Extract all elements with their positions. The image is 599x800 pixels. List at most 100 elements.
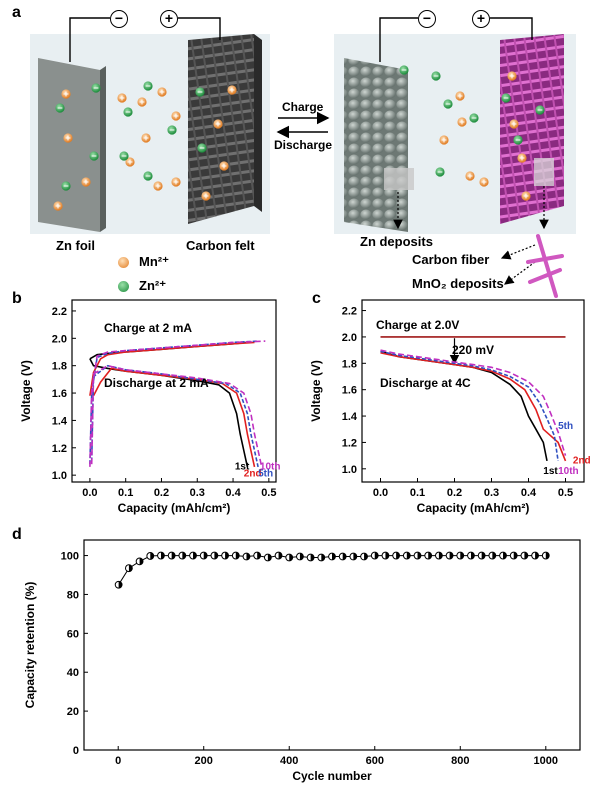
retention-point-fill — [513, 552, 518, 559]
x-tick-label: 200 — [195, 755, 213, 767]
retention-point-fill — [257, 552, 261, 559]
retention-point-fill — [503, 552, 507, 559]
y-tick-label: 100 — [61, 551, 79, 563]
x-tick-label: 0.1 — [118, 487, 133, 499]
retention-point-fill — [545, 552, 550, 559]
end-label-1st: 1st — [543, 466, 558, 477]
x-axis-label: Capacity (mAh/cm²) — [417, 501, 530, 515]
end-label-10th: 10th — [260, 462, 281, 473]
y-tick-label: 2.2 — [342, 306, 357, 318]
zn-deposits-label: Zn deposits — [360, 234, 433, 249]
left-minus-terminal: − — [110, 10, 128, 28]
series-5th — [380, 350, 559, 462]
x-tick-label: 0.0 — [82, 487, 97, 499]
mno2-deposits-label: MnO₂ deposits — [412, 276, 504, 291]
retention-point-fill — [214, 552, 218, 559]
y-tick-label: 1.8 — [52, 361, 67, 373]
right-plus-terminal: + — [472, 10, 490, 28]
y-tick-label: 80 — [67, 589, 79, 601]
y-tick-label: 2.0 — [342, 332, 357, 344]
x-tick-label: 1000 — [534, 755, 558, 767]
retention-point-fill — [342, 553, 347, 560]
retention-point-fill — [438, 552, 443, 559]
y-tick-label: 1.8 — [342, 358, 357, 370]
retention-point-fill — [396, 552, 400, 559]
plot-frame — [71, 299, 277, 483]
end-label-5th: 5th — [258, 469, 273, 480]
y-tick-label: 1.6 — [342, 385, 357, 397]
x-tick-label: 0.4 — [225, 487, 241, 499]
panel-b-letter: b — [12, 290, 22, 307]
retention-point-fill — [406, 552, 411, 559]
x-tick-label: 800 — [451, 755, 469, 767]
x-tick-label: 0.3 — [190, 487, 205, 499]
y-tick-label: 1.0 — [342, 464, 357, 476]
retention-point-fill — [332, 553, 336, 560]
series-10th — [380, 349, 567, 456]
discharge-label: Discharge — [274, 138, 333, 152]
retention-point-fill — [182, 552, 186, 559]
x-axis-label: Cycle number — [292, 769, 372, 783]
y-tick-label: 1.4 — [52, 415, 68, 427]
x-tick-label: 0.5 — [261, 487, 276, 499]
retention-point-fill — [353, 553, 357, 560]
y-tick-label: 1.2 — [52, 443, 67, 455]
plot-frame — [361, 299, 585, 483]
x-tick-label: 0.2 — [447, 487, 462, 499]
retention-point-fill — [235, 552, 240, 559]
retention-point-fill — [460, 552, 464, 559]
y-tick-label: 2.0 — [52, 333, 67, 345]
retention-point-fill — [481, 552, 486, 559]
x-tick-label: 0.1 — [410, 487, 425, 499]
left-plus-terminal: + — [160, 10, 178, 28]
y-axis-label: Voltage (V) — [309, 360, 323, 422]
retention-point-fill — [470, 552, 475, 559]
retention-point-fill — [364, 553, 368, 560]
retention-point-fill — [160, 552, 165, 559]
retention-point-fill — [417, 552, 421, 559]
retention-point-fill — [203, 552, 208, 559]
x-axis-label: Capacity (mAh/cm²) — [118, 501, 231, 515]
x-tick-label: 400 — [280, 755, 298, 767]
retention-point-fill — [374, 552, 379, 559]
retention-point-fill — [321, 554, 325, 561]
chart-c-annotation-mv: 220 mV — [452, 343, 495, 357]
x-tick-label: 0.4 — [521, 487, 537, 499]
y-tick-label: 0 — [73, 745, 79, 757]
plot-frame — [83, 539, 581, 751]
end-label-1st: 1st — [235, 462, 250, 473]
end-label-5th: 5th — [558, 421, 573, 432]
y-tick-label: 20 — [67, 706, 79, 718]
retention-point-fill — [246, 553, 250, 560]
retention-point-fill — [299, 553, 304, 560]
zn-ion-icon — [118, 280, 129, 292]
end-label-10th: 10th — [558, 466, 579, 477]
x-tick-label: 0.5 — [558, 487, 573, 499]
retention-point-fill — [171, 552, 176, 559]
end-label-2nd: 2nd — [244, 469, 262, 480]
y-axis-label: Capacity retention (%) — [23, 582, 37, 709]
series-10th-discharge — [90, 364, 263, 468]
y-tick-label: 40 — [67, 667, 79, 679]
y-tick-label: 1.2 — [342, 437, 357, 449]
panel-a-letter: a — [12, 4, 21, 21]
ion-legend: Mn²⁺ Zn²⁺ — [118, 252, 169, 296]
retention-point-fill — [118, 581, 123, 589]
mn-ion-icon — [118, 256, 129, 268]
retention-point-fill — [289, 554, 293, 561]
series-10th-charge — [89, 340, 266, 467]
panel-d-letter: d — [12, 526, 22, 543]
y-tick-label: 1.6 — [52, 388, 67, 400]
y-axis-label: Voltage (V) — [19, 360, 33, 422]
zn-ion-label: Zn²⁺ — [139, 278, 167, 293]
x-tick-label: 600 — [366, 755, 384, 767]
retention-point-fill — [535, 552, 539, 559]
right-minus-terminal: − — [418, 10, 436, 28]
end-label-2nd: 2nd — [573, 456, 591, 467]
carbon-fiber-label: Carbon fiber — [412, 252, 490, 267]
retention-point-fill — [310, 554, 315, 561]
chart-b-annotation-discharge: Discharge at 2 mA — [104, 376, 209, 390]
